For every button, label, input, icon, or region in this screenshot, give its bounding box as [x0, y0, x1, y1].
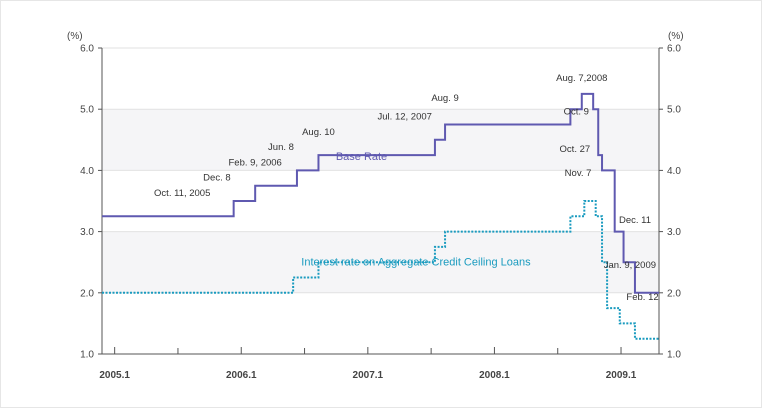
y-tick-label-right: 2.0 [667, 288, 681, 299]
date-annotation: Dec. 11 [619, 215, 651, 226]
x-tick-label: 2006.1 [226, 370, 257, 381]
date-annotation: Jan. 9, 2009 [604, 260, 656, 271]
date-annotation: Oct. 27 [560, 144, 591, 155]
credit-ceiling-rate-line [102, 200, 659, 340]
x-tick-label: 2008.1 [479, 370, 510, 381]
y-tick-label-right: 1.0 [667, 350, 681, 361]
axes [101, 48, 660, 355]
series-labels: Base Rate Interest rate on Aggregate Cred… [301, 151, 531, 268]
date-annotation: Jul. 12, 2007 [378, 112, 432, 123]
y-tick-label-left: 3.0 [80, 227, 94, 238]
y-tick-label-left: 2.0 [80, 288, 94, 299]
y-axis-left-unit: (%) [67, 31, 83, 42]
date-annotation: Oct. 11, 2005 [154, 188, 210, 199]
date-annotation: Jun. 8 [268, 142, 294, 153]
annotations: Oct. 11, 2005 Dec. 8 Feb. 9, 2006 Jun. 8 Aug… [154, 73, 659, 303]
date-annotation: Feb. 12 [626, 292, 658, 303]
y-axis-left-ticks: 1.0 2.0 3.0 4.0 5.0 6.0 [80, 44, 102, 361]
series-lines [102, 92, 659, 340]
y-axis-right-unit: (%) [668, 31, 684, 42]
date-annotation: Aug. 7,2008 [556, 73, 607, 84]
base-rate-line [102, 92, 659, 294]
y-tick-label-left: 1.0 [80, 350, 94, 361]
y-tick-label-right: 4.0 [667, 166, 681, 177]
x-tick-label: 2007.1 [353, 370, 384, 381]
y-tick-label-right: 5.0 [667, 105, 681, 116]
x-tick-label: 2005.1 [99, 370, 130, 381]
date-annotation: Nov. 7 [565, 168, 592, 179]
series-label: Base Rate [336, 151, 387, 163]
x-tick-label: 2009.1 [606, 370, 637, 381]
y-tick-label-right: 3.0 [667, 227, 681, 238]
shaded-bands [102, 109, 659, 293]
y-tick-label-left: 6.0 [80, 44, 94, 55]
date-annotation: Dec. 8 [203, 173, 230, 184]
y-tick-label-left: 4.0 [80, 166, 94, 177]
shaded-band [102, 109, 659, 171]
y-tick-label-right: 6.0 [667, 44, 681, 55]
y-axis-right-ticks: 1.0 2.0 3.0 4.0 5.0 6.0 [659, 44, 681, 361]
date-annotation: Aug. 10 [302, 127, 335, 138]
date-annotation: Aug. 9 [431, 93, 458, 104]
series-label: Interest rate on Aggregate Credit Ceilin… [301, 256, 531, 268]
x-axis-ticks: 2005.1 2006.1 2007.1 2008.1 2009.1 [99, 347, 637, 381]
date-annotation: Feb. 9, 2006 [228, 157, 281, 168]
date-annotation: Oct. 9 [564, 107, 589, 118]
y-tick-label-left: 5.0 [80, 105, 94, 116]
